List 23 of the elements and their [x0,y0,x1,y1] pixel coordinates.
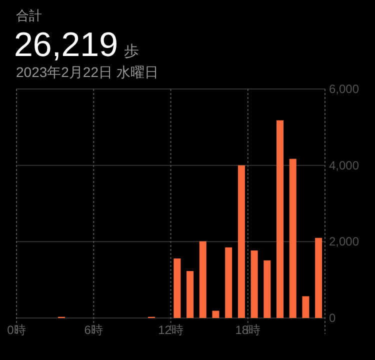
text: 2023年2月22日 水曜日 [16,64,158,80]
bar [225,247,232,318]
bar [289,158,296,318]
bar [212,310,220,318]
y-tick-label: 0 [329,311,336,325]
x-tick-label: 6時 [84,323,103,337]
bar [174,258,181,318]
y-tick-label: 2,000 [329,234,360,249]
bar [250,250,258,318]
bar [315,238,322,318]
y-tick-label: 4,000 [329,158,360,172]
bar [199,241,206,318]
bar [276,120,284,318]
x-tick-label: 18時 [235,323,261,337]
x-tick-label: 12時 [158,323,184,337]
bar [302,296,310,318]
chart-subtitle: 26,219 歩 [14,26,139,64]
bar [186,271,194,318]
bar [238,165,245,318]
chart-title: 合計 [16,8,42,23]
x-tick-label: 0時 [7,323,26,337]
y-tick-label: 6,000 [329,82,360,96]
bar [264,260,271,318]
